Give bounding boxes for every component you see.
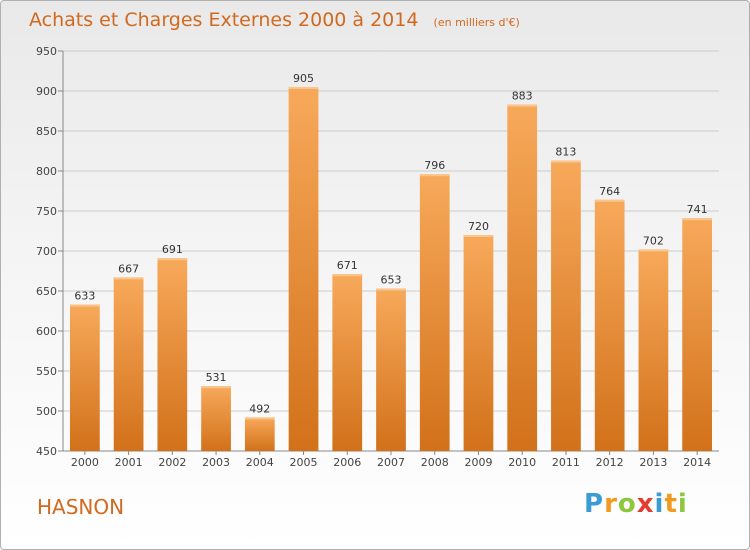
chart-subtitle: (en milliers d'€) xyxy=(433,16,520,29)
title-row: Achats et Charges Externes 2000 à 2014 (… xyxy=(29,9,520,31)
value-label: 671 xyxy=(337,259,358,272)
bar-top-highlight xyxy=(682,218,713,221)
value-label: 813 xyxy=(555,146,576,159)
x-tick-label: 2008 xyxy=(421,456,449,469)
y-tick-label: 750 xyxy=(36,205,57,218)
x-tick-label: 2000 xyxy=(71,456,99,469)
bar-2000 xyxy=(69,304,100,451)
value-label: 691 xyxy=(162,243,183,256)
y-tick-label: 550 xyxy=(36,365,57,378)
value-label: 796 xyxy=(424,159,445,172)
value-label: 741 xyxy=(687,203,708,216)
x-tick-label: 2010 xyxy=(508,456,536,469)
value-label: 633 xyxy=(74,290,95,303)
chart-title: Achats et Charges Externes 2000 à 2014 xyxy=(29,9,419,31)
bar-2004 xyxy=(244,417,275,451)
y-tick-label: 850 xyxy=(36,125,57,138)
y-tick-label: 600 xyxy=(36,325,57,338)
y-tick-label: 450 xyxy=(36,445,57,458)
x-tick-label: 2002 xyxy=(158,456,186,469)
bar-top-highlight xyxy=(463,235,494,237)
logo-letter: t xyxy=(664,489,678,519)
bar-2010 xyxy=(507,104,538,451)
x-tick-label: 2014 xyxy=(683,456,711,469)
x-tick-label: 2013 xyxy=(639,456,667,469)
bar-top-highlight xyxy=(244,417,275,420)
logo-letter: r xyxy=(604,489,618,519)
bar-2005 xyxy=(288,87,319,451)
bar-2003 xyxy=(201,386,231,451)
y-tick-label: 800 xyxy=(36,165,57,178)
value-label: 702 xyxy=(643,234,664,247)
bars xyxy=(69,87,713,451)
bar-top-highlight xyxy=(376,288,406,291)
x-tick-label: 2006 xyxy=(333,456,361,469)
logo-letter: o xyxy=(617,489,637,519)
value-label: 883 xyxy=(512,90,533,103)
value-label: 492 xyxy=(249,402,270,415)
y-tick-label: 950 xyxy=(36,45,57,58)
bar-top-highlight xyxy=(551,160,581,163)
bar-top-highlight xyxy=(288,87,319,89)
value-label: 531 xyxy=(206,371,227,384)
bar-2001 xyxy=(113,277,144,451)
bar-top-highlight xyxy=(113,277,144,280)
logo-letter: P xyxy=(584,489,605,519)
bar-2014 xyxy=(682,218,713,451)
x-tick-label: 2012 xyxy=(596,456,624,469)
bar-top-highlight xyxy=(332,274,363,277)
bar-top-highlight xyxy=(507,104,538,107)
bar-2007 xyxy=(376,288,406,451)
bar-top-highlight xyxy=(157,258,188,261)
labels: 450 500 550 600 650 700 750 800 850 900 950 633 2000… xyxy=(36,45,711,469)
bar-top-highlight xyxy=(638,249,669,252)
bar-top-highlight xyxy=(594,199,625,202)
x-tick-label: 2007 xyxy=(377,456,405,469)
bar-2013 xyxy=(638,249,669,451)
bar-2011 xyxy=(551,160,581,451)
value-label: 905 xyxy=(293,72,314,85)
value-label: 653 xyxy=(381,274,402,287)
x-tick-label: 2011 xyxy=(552,456,580,469)
y-tick-label: 700 xyxy=(36,245,57,258)
logo-letter: i xyxy=(654,489,665,519)
y-tick-label: 500 xyxy=(36,405,57,418)
value-label: 720 xyxy=(468,220,489,233)
proxiti-logo[interactable]: Proxiti xyxy=(584,489,688,519)
bar-top-highlight xyxy=(419,174,450,177)
bar-2012 xyxy=(594,199,625,451)
bar-top-highlight xyxy=(201,386,231,389)
x-tick-label: 2001 xyxy=(115,456,143,469)
commune-name: HASNON xyxy=(37,495,125,519)
logo-letter: x xyxy=(636,489,655,519)
x-tick-label: 2009 xyxy=(464,456,492,469)
bar-2006 xyxy=(332,274,363,451)
bar-2002 xyxy=(157,258,188,451)
x-tick-label: 2003 xyxy=(202,456,230,469)
bar-2008 xyxy=(419,174,450,451)
y-tick-label: 900 xyxy=(36,85,57,98)
logo-letter: i xyxy=(677,489,688,519)
x-tick-label: 2004 xyxy=(246,456,274,469)
value-label: 764 xyxy=(599,185,620,198)
bar-top-highlight xyxy=(69,304,100,307)
bar-2009 xyxy=(463,235,494,451)
value-label: 667 xyxy=(118,262,139,275)
x-tick-label: 2005 xyxy=(290,456,318,469)
y-tick-label: 650 xyxy=(36,285,57,298)
